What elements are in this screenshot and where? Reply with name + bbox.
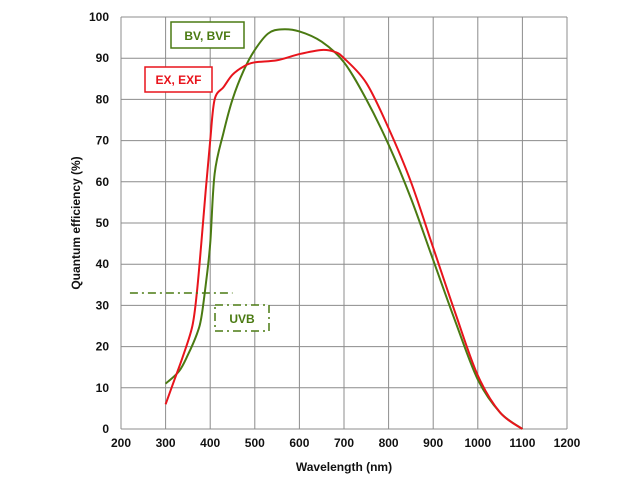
- y-tick-label: 80: [96, 92, 110, 106]
- y-tick-label: 90: [96, 51, 110, 65]
- x-tick-label: 200: [111, 436, 131, 450]
- series-line-ex: [164, 48, 523, 430]
- y-tick-label: 60: [96, 175, 110, 189]
- x-tick-label: 1000: [464, 436, 491, 450]
- y-tick-label: 40: [96, 257, 110, 271]
- y-tick-label: 10: [96, 381, 110, 395]
- x-tick-label: 800: [379, 436, 399, 450]
- series-lines: [164, 28, 523, 430]
- y-tick-label: 70: [96, 134, 110, 148]
- y-tick-label: 50: [96, 216, 110, 230]
- tick-labels: 200 300 400 500 600 700 800 900 1000 1100 1200 0 10 2…: [89, 10, 581, 450]
- x-tick-label: 500: [245, 436, 265, 450]
- uvb-label: UVB: [229, 312, 255, 326]
- legend-ex-box: [144, 66, 213, 93]
- y-tick-label: 0: [102, 422, 109, 436]
- uvb-label-box: [214, 304, 270, 332]
- x-tick-label: 1100: [509, 436, 535, 450]
- series-line-bv: [164, 28, 523, 430]
- legend-bv-box: [170, 21, 245, 49]
- x-axis-label: Wavelength (nm): [296, 460, 392, 474]
- x-tick-label: 600: [289, 436, 309, 450]
- x-tick-label: 300: [156, 436, 176, 450]
- legend-ex-label: EX, EXF: [155, 73, 201, 87]
- y-tick-label: 20: [96, 340, 110, 354]
- x-tick-label: 1200: [554, 436, 581, 450]
- y-tick-label: 100: [89, 10, 109, 24]
- x-tick-label: 400: [200, 436, 220, 450]
- legend-bv-label: BV, BVF: [184, 29, 230, 43]
- grid: [120, 16, 568, 430]
- x-tick-label: 900: [423, 436, 443, 450]
- x-tick-label: 700: [334, 436, 354, 450]
- y-axis-label: Quantum efficiency (%): [69, 156, 83, 289]
- y-tick-label: 30: [96, 298, 110, 312]
